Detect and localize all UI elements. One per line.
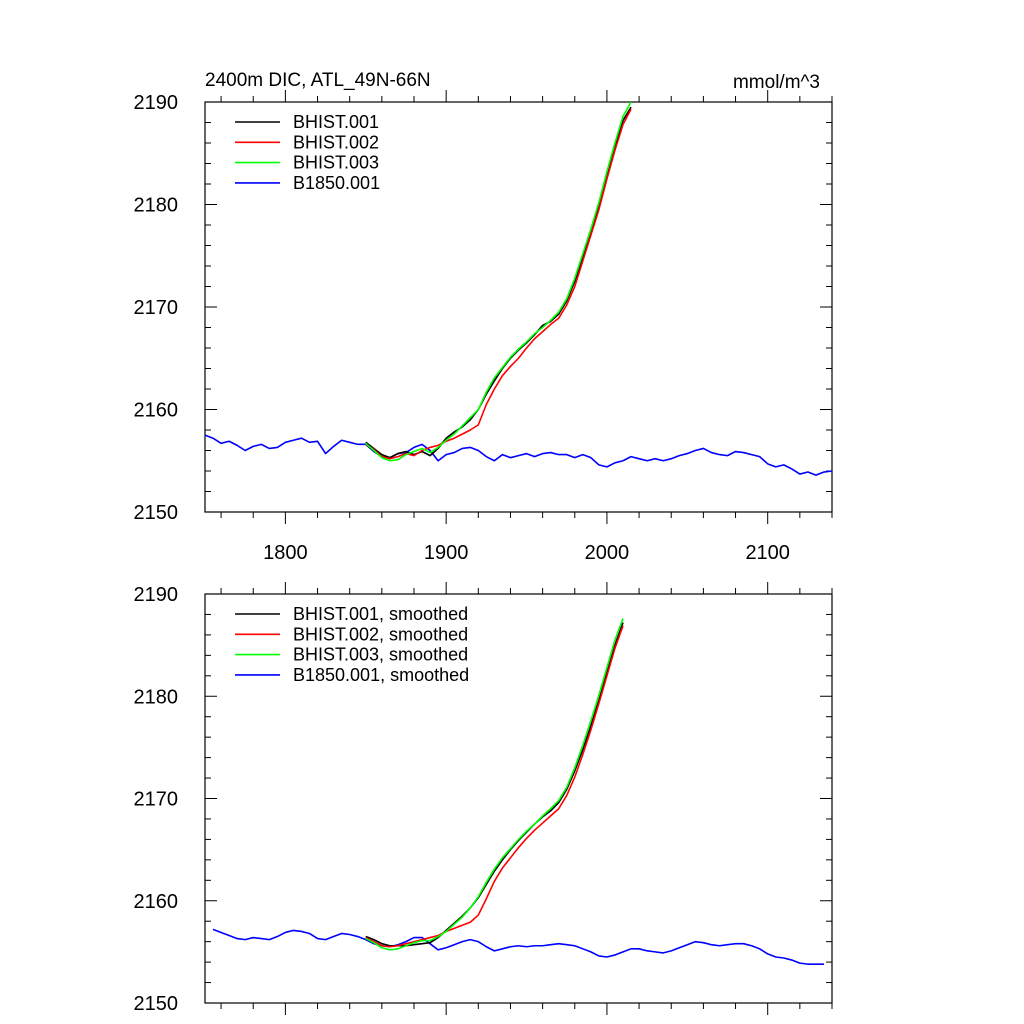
y-tick-label: 2150 <box>134 993 179 1015</box>
x-tick-label: 1900 <box>424 542 469 564</box>
legend-label: BHIST.003 <box>293 153 379 173</box>
x-tick-label: 2100 <box>745 542 790 564</box>
legend-label: BHIST.001, smoothed <box>293 604 468 624</box>
series-line-bhist-003-smoothed <box>365 618 624 951</box>
y-tick-label: 2180 <box>134 195 179 217</box>
legend-label: BHIST.002 <box>293 132 379 152</box>
series-line-bhist-002 <box>365 108 632 460</box>
chart-panel-1: 2150 2160 2170 2180 2190 1800 1900 2000 2100 2400… <box>134 70 833 564</box>
chart-title: 2400m DIC, ATL_49N-66N <box>205 70 431 91</box>
y-tick-label: 2180 <box>134 686 179 708</box>
y-tick-label: 2170 <box>134 789 179 811</box>
series-line-bhist-002-smoothed <box>365 625 624 948</box>
y-tick-label: 2190 <box>134 584 179 606</box>
y-tick-label: 2160 <box>134 891 179 913</box>
y-tick-label: 2160 <box>134 400 179 422</box>
y-tick-label: 2170 <box>134 297 179 319</box>
series-line-b1850-001-smoothed <box>212 928 824 965</box>
series-line-b1850-001 <box>205 434 832 476</box>
series-line-bhist-001 <box>365 106 632 459</box>
x-tick-label: 2000 <box>585 542 630 564</box>
series-line-bhist-003 <box>365 102 632 462</box>
legend-label: BHIST.002, smoothed <box>293 624 468 644</box>
units-label: mmol/m^3 <box>733 72 820 93</box>
legend-label: BHIST.003, smoothed <box>293 645 468 665</box>
legend-label: BHIST.001 <box>293 112 379 132</box>
legend-label: B1850.001 <box>293 173 380 193</box>
x-tick-label: 1800 <box>263 542 308 564</box>
y-tick-label: 2150 <box>134 502 179 524</box>
legend-label: B1850.001, smoothed <box>293 665 469 685</box>
y-tick-label: 2190 <box>134 92 179 114</box>
